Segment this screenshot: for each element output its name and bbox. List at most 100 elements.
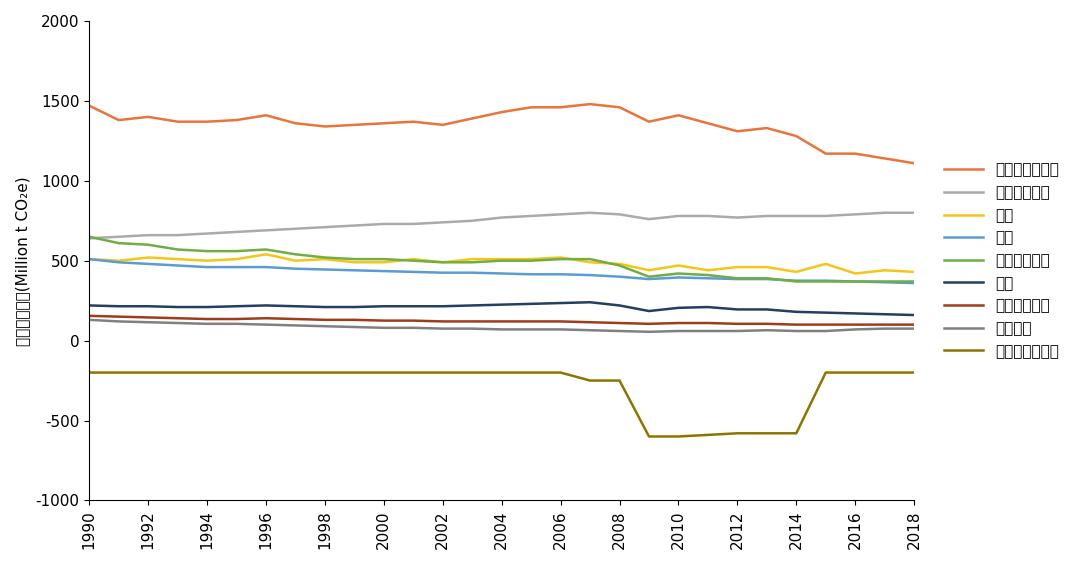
土地利用与林业	[201, 369, 214, 376]
电力与供热部门	[525, 104, 538, 111]
制造与建筑业	[259, 246, 272, 253]
工业	[230, 303, 243, 310]
工业	[613, 302, 626, 309]
交通运输部门	[407, 221, 420, 227]
电力与供热部门	[820, 150, 833, 157]
交通运输部门	[525, 213, 538, 219]
其他燃料燃烧	[436, 318, 449, 325]
电力与供热部门	[289, 120, 302, 127]
住宅	[141, 254, 154, 261]
逸散排放	[201, 320, 214, 327]
工业	[496, 301, 509, 308]
电力与供热部门	[348, 121, 361, 128]
工业	[878, 311, 891, 318]
农业	[820, 277, 833, 284]
制造与建筑业	[849, 278, 862, 285]
土地利用与林业	[907, 369, 920, 376]
住宅	[643, 267, 656, 274]
其他燃料燃烧	[259, 315, 272, 321]
其他燃料燃烧	[171, 315, 184, 321]
农业	[201, 264, 214, 271]
制造与建筑业	[348, 255, 361, 262]
工业	[112, 303, 125, 310]
逸散排放	[348, 324, 361, 331]
农业	[230, 264, 243, 271]
逸散排放	[820, 328, 833, 334]
农业	[83, 255, 96, 262]
电力与供热部门	[583, 101, 596, 108]
土地利用与林业	[731, 430, 744, 437]
Line: 逸散排放: 逸散排放	[90, 320, 914, 332]
其他燃料燃烧	[760, 320, 773, 327]
工业	[672, 305, 685, 311]
Line: 土地利用与林业: 土地利用与林业	[90, 373, 914, 437]
土地利用与林业	[289, 369, 302, 376]
制造与建筑业	[436, 259, 449, 266]
制造与建筑业	[760, 275, 773, 281]
土地利用与林业	[141, 369, 154, 376]
制造与建筑业	[613, 262, 626, 269]
电力与供热部门	[436, 121, 449, 128]
土地利用与林业	[701, 431, 714, 438]
农业	[613, 274, 626, 280]
Line: 住宅: 住宅	[90, 254, 914, 274]
工业	[436, 303, 449, 310]
制造与建筑业	[230, 248, 243, 254]
土地利用与林业	[112, 369, 125, 376]
制造与建筑业	[465, 259, 478, 266]
工业	[849, 310, 862, 317]
土地利用与林业	[171, 369, 184, 376]
工业	[319, 303, 332, 310]
交通运输部门	[465, 217, 478, 224]
土地利用与林业	[465, 369, 478, 376]
交通运输部门	[789, 213, 802, 219]
交通运输部门	[171, 232, 184, 239]
交通运输部门	[377, 221, 390, 227]
工业	[377, 303, 390, 310]
逸散排放	[230, 320, 243, 327]
交通运输部门	[701, 213, 714, 219]
农业	[525, 271, 538, 277]
农业	[554, 271, 567, 277]
土地利用与林业	[525, 369, 538, 376]
Line: 其他燃料燃烧: 其他燃料燃烧	[90, 316, 914, 325]
土地利用与林业	[672, 433, 685, 440]
其他燃料燃烧	[141, 314, 154, 321]
土地利用与林业	[348, 369, 361, 376]
住宅	[201, 257, 214, 264]
制造与建筑业	[496, 257, 509, 264]
逸散排放	[907, 325, 920, 332]
制造与建筑业	[701, 272, 714, 279]
住宅	[583, 259, 596, 266]
交通运输部门	[83, 235, 96, 242]
农业	[407, 268, 420, 275]
其他燃料燃烧	[849, 321, 862, 328]
电力与供热部门	[554, 104, 567, 111]
住宅	[171, 255, 184, 262]
住宅	[672, 262, 685, 269]
交通运输部门	[613, 211, 626, 218]
工业	[789, 309, 802, 315]
交通运输部门	[496, 214, 509, 221]
交通运输部门	[878, 209, 891, 216]
逸散排放	[525, 326, 538, 333]
农业	[289, 265, 302, 272]
土地利用与林业	[613, 377, 626, 384]
交通运输部门	[849, 211, 862, 218]
电力与供热部门	[496, 109, 509, 116]
工业	[289, 303, 302, 310]
工业	[907, 312, 920, 319]
制造与建筑业	[878, 278, 891, 285]
农业	[643, 276, 656, 283]
其他燃料燃烧	[465, 318, 478, 325]
住宅	[701, 267, 714, 274]
农业	[760, 276, 773, 283]
土地利用与林业	[436, 369, 449, 376]
电力与供热部门	[171, 118, 184, 125]
农业	[436, 269, 449, 276]
农业	[465, 269, 478, 276]
农业	[319, 266, 332, 273]
交通运输部门	[289, 226, 302, 232]
工业	[259, 302, 272, 309]
电力与供热部门	[201, 118, 214, 125]
